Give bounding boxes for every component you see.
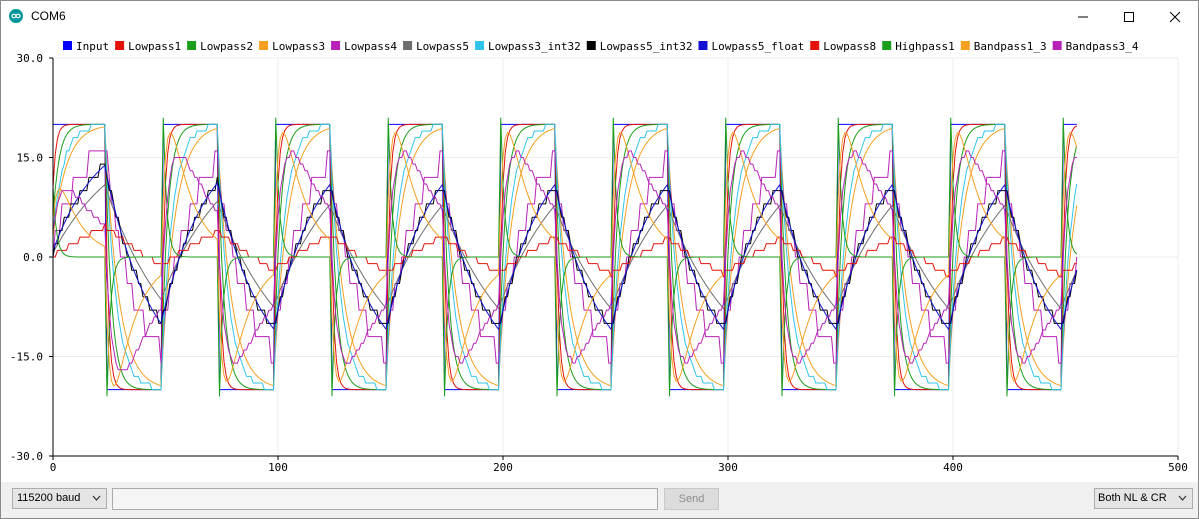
series-line [52,123,1078,391]
baud-rate-select[interactable]: 115200 baud [12,488,107,509]
plot-area: 30.0 15.0 0.0 -15.0 -30.0 0 100 200 300 400 500 In… [1,32,1198,481]
legend-swatch [698,41,708,50]
legend-label: Lowpass5_float [711,40,804,53]
legend-swatch [475,41,485,50]
series-line [52,123,1078,391]
window-title: COM6 [31,9,66,23]
legend-swatch [115,41,125,50]
close-icon [1169,11,1181,23]
legend-label: Input [76,40,109,53]
title-bar: COM6 [1,1,1198,32]
legend-swatch [586,41,596,50]
line-ending-label: Both NL & CR [1098,492,1167,504]
legend-label: Lowpass5_int32 [600,40,693,53]
series-line [53,123,1077,391]
legend-swatch [1052,41,1062,50]
chevron-down-icon [1178,495,1187,501]
axes: 30.0 15.0 0.0 -15.0 -30.0 0 100 200 300 400 500 [10,52,1188,474]
minimize-button[interactable] [1060,1,1106,32]
legend-label: Bandpass3_4 [1066,40,1139,53]
message-input[interactable] [112,488,658,510]
legend-label: Lowpass3_int32 [488,40,581,53]
legend-label: Lowpass2 [200,40,253,53]
series-line [52,126,1078,387]
series-line [52,132,1078,387]
baud-rate-label: 115200 baud [17,492,81,504]
legend: Input Lowpass1 Lowpass2 Lowpass3 Lowpass4 Low… [63,40,1139,53]
legend-label: Lowpass8 [823,40,876,53]
x-tick-label: 400 [943,461,963,474]
x-tick-label: 200 [493,461,513,474]
legend-swatch [810,41,820,50]
x-tick-label: 500 [1168,461,1188,474]
series-lines [52,117,1078,397]
y-tick-label: 30.0 [17,52,44,65]
y-tick-label: -30.0 [10,450,43,463]
legend-swatch [187,41,197,50]
legend-label: Lowpass3 [272,40,325,53]
legend-label: Highpass1 [895,40,955,53]
legend-swatch [63,41,72,50]
chart-svg: 30.0 15.0 0.0 -15.0 -30.0 0 100 200 300 400 500 In… [10,40,1188,474]
chevron-down-icon [92,495,101,501]
send-button[interactable]: Send [664,488,719,510]
legend-swatch [331,41,341,50]
series-line [52,150,1077,371]
close-button[interactable] [1152,1,1198,32]
x-tick-label: 300 [718,461,738,474]
bottom-bar: 115200 baud Send Both NL & CR [1,482,1198,518]
legend-label: Bandpass1_3 [974,40,1047,53]
legend-swatch [960,41,970,50]
legend-label: Lowpass1 [128,40,181,53]
series-line [52,123,1078,391]
y-tick-label: -15.0 [10,351,43,364]
series-line [53,223,1077,278]
line-ending-select[interactable]: Both NL & CR [1094,488,1193,509]
x-tick-label: 100 [268,461,288,474]
legend-swatch [403,41,413,50]
maximize-button[interactable] [1106,1,1152,32]
legend-label: Lowpass5 [416,40,469,53]
series-line [52,117,1078,397]
arduino-logo-icon [9,9,23,23]
y-tick-label: 15.0 [17,152,44,165]
legend-swatch [259,41,269,50]
x-tick-label: 0 [50,461,57,474]
legend-swatch [882,41,892,50]
legend-label: Lowpass4 [344,40,397,53]
maximize-icon [1124,12,1134,22]
y-tick-label: 0.0 [23,251,43,264]
minimize-icon [1078,16,1088,18]
series-line [52,164,1078,330]
